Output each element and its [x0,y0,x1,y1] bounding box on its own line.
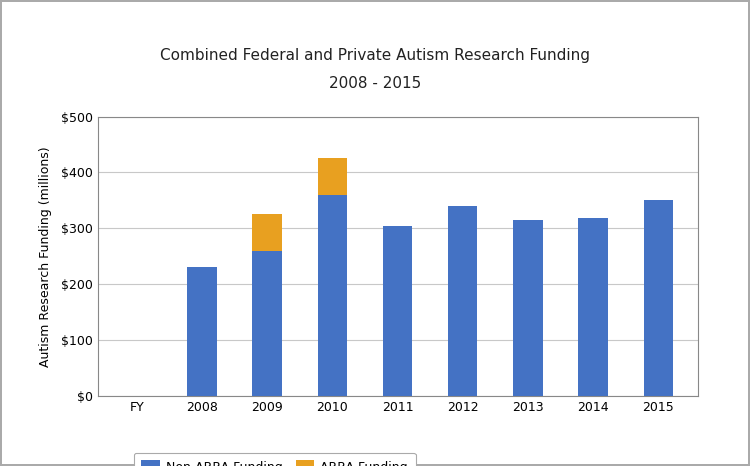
Bar [253,214,282,251]
Bar [188,267,217,396]
Bar [317,158,347,195]
Bar [578,218,608,396]
Bar [448,206,478,396]
Y-axis label: Autism Research Funding (millions): Autism Research Funding (millions) [39,146,53,367]
Text: Combined Federal and Private Autism Research Funding: Combined Federal and Private Autism Rese… [160,48,590,63]
Bar [382,226,412,396]
Text: 2008 - 2015: 2008 - 2015 [328,76,422,91]
Bar [513,220,542,396]
Bar [317,195,347,396]
Legend: Non-ARRA Funding, ARRA Funding: Non-ARRA Funding, ARRA Funding [134,452,416,466]
Bar [253,251,282,396]
Bar [644,200,673,396]
